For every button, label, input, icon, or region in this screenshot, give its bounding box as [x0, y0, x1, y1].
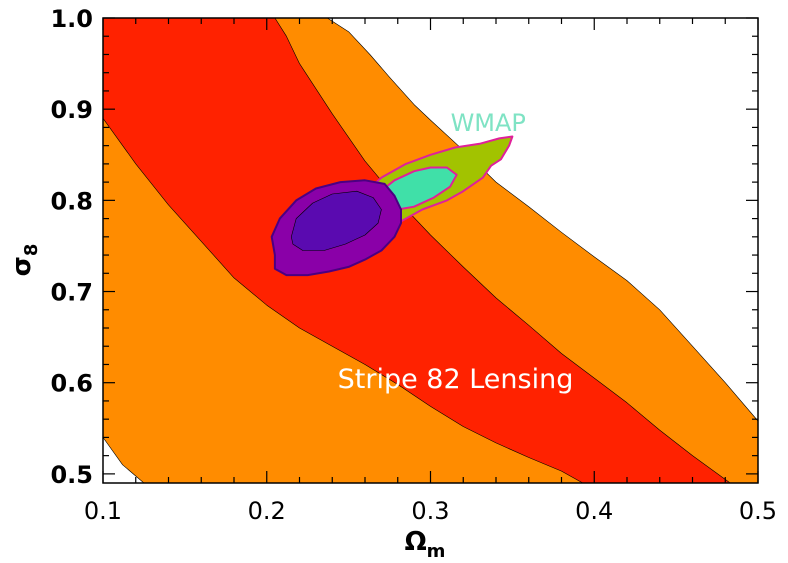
x-tick-label: 0.1: [84, 497, 122, 525]
y-tick-label: 0.9: [50, 96, 93, 124]
y-axis-label: σ8: [7, 244, 42, 277]
y-tick-label: 0.7: [50, 279, 93, 307]
x-tick-label: 0.2: [248, 497, 286, 525]
region-joint-68: [290, 190, 382, 251]
y-tick-label: 1.0: [50, 5, 93, 33]
x-axis-label-main: Ω: [405, 527, 427, 557]
x-axis-label: Ωm: [405, 527, 446, 562]
annotation-wmap: WMAP: [451, 109, 526, 137]
y-tick-label: 0.6: [50, 370, 93, 398]
annotation-stripe82: Stripe 82 Lensing: [338, 364, 574, 395]
x-tick-label: 0.3: [411, 497, 449, 525]
y-axis-label-sub: 8: [21, 244, 42, 257]
y-axis-label-main: σ: [7, 256, 37, 276]
region-lensing-68: [103, 18, 731, 483]
y-tick-label: 0.5: [50, 461, 93, 489]
x-axis-label-sub: m: [427, 541, 446, 562]
x-tick-label: 0.5: [739, 497, 777, 525]
y-tick-label: 0.8: [50, 187, 93, 215]
x-tick-label: 0.4: [575, 497, 613, 525]
